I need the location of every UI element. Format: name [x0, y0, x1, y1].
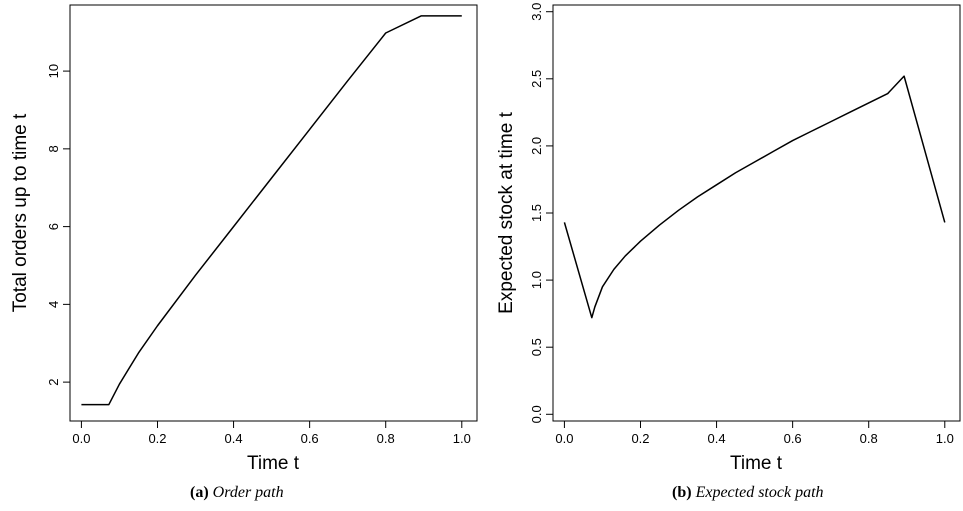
stock-path-panel: 0.0 0.2 0.4 0.6 0.8 1.0 0.0 0.5 1.0 1.5 2.0 2.5 3.0… — [496, 3, 961, 474]
stock-path-line — [563, 75, 946, 319]
stock-path-x-tick-label: 0.2 — [631, 431, 649, 446]
order-path-line — [81, 15, 462, 406]
order-path-x-tick-label: 0.2 — [148, 431, 166, 446]
order-path-x-tick-label: 0.6 — [301, 431, 319, 446]
order-path-x-axis-title: Time t — [247, 453, 300, 474]
caption-tag: (b) — [672, 484, 692, 501]
stock-path-x-tick-label: 1.0 — [936, 431, 954, 446]
stock-path-caption: (b) Expected stock path — [672, 484, 824, 502]
order-path-y-axis: 2 4 6 8 10 — [46, 64, 70, 386]
order-path-caption: (a) Order path — [190, 484, 284, 502]
order-path-panel: 0.0 0.2 0.4 0.6 0.8 1.0 2 4 6 8 10 Time t Total o… — [10, 4, 478, 474]
stock-path-y-axis: 0.0 0.5 1.0 1.5 2.0 2.5 3.0 — [529, 3, 553, 423]
stock-path-plot-box — [552, 4, 961, 422]
stock-path-x-axis-title: Time t — [730, 453, 783, 474]
order-path-y-tick-label: 8 — [46, 145, 61, 152]
stock-path-x-axis: 0.0 0.2 0.4 0.6 0.8 1.0 — [555, 420, 954, 446]
order-path-y-tick-label: 4 — [46, 301, 61, 308]
stock-path-x-tick-label: 0.6 — [784, 431, 802, 446]
figure-canvas: 0.0 0.2 0.4 0.6 0.8 1.0 2 4 6 8 10 Time t Total o… — [10, 3, 961, 474]
order-path-y-tick-label: 10 — [46, 64, 61, 78]
order-path-x-tick-label: 1.0 — [453, 431, 471, 446]
stock-path-y-tick-label: 2.5 — [529, 70, 544, 88]
stock-path-x-tick-label: 0.8 — [860, 431, 878, 446]
caption-text: Order path — [212, 484, 284, 501]
order-path-plot-box — [69, 4, 478, 422]
caption-text: Expected stock path — [695, 484, 824, 501]
order-path-x-tick-label: 0.8 — [377, 431, 395, 446]
stock-path-y-axis-title: Expected stock at time t — [496, 111, 517, 313]
order-path-y-tick-label: 6 — [46, 223, 61, 230]
stock-path-x-tick-label: 0.0 — [555, 431, 573, 446]
stock-path-y-tick-label: 1.5 — [529, 204, 544, 222]
stock-path-y-tick-label: 2.0 — [529, 137, 544, 155]
stock-path-y-tick-label: 0.5 — [529, 338, 544, 356]
order-path-y-axis-title: Total orders up to time t — [10, 113, 31, 312]
stock-path-y-tick-label: 1.0 — [529, 271, 544, 289]
order-path-x-axis: 0.0 0.2 0.4 0.6 0.8 1.0 — [72, 420, 471, 446]
order-path-x-tick-label: 0.0 — [72, 431, 90, 446]
order-path-x-tick-label: 0.4 — [225, 431, 243, 446]
order-path-y-tick-label: 2 — [46, 379, 61, 386]
caption-tag: (a) — [190, 484, 209, 501]
stock-path-y-tick-label: 3.0 — [529, 3, 544, 21]
stock-path-x-tick-label: 0.4 — [708, 431, 726, 446]
stock-path-y-tick-label: 0.0 — [529, 405, 544, 423]
